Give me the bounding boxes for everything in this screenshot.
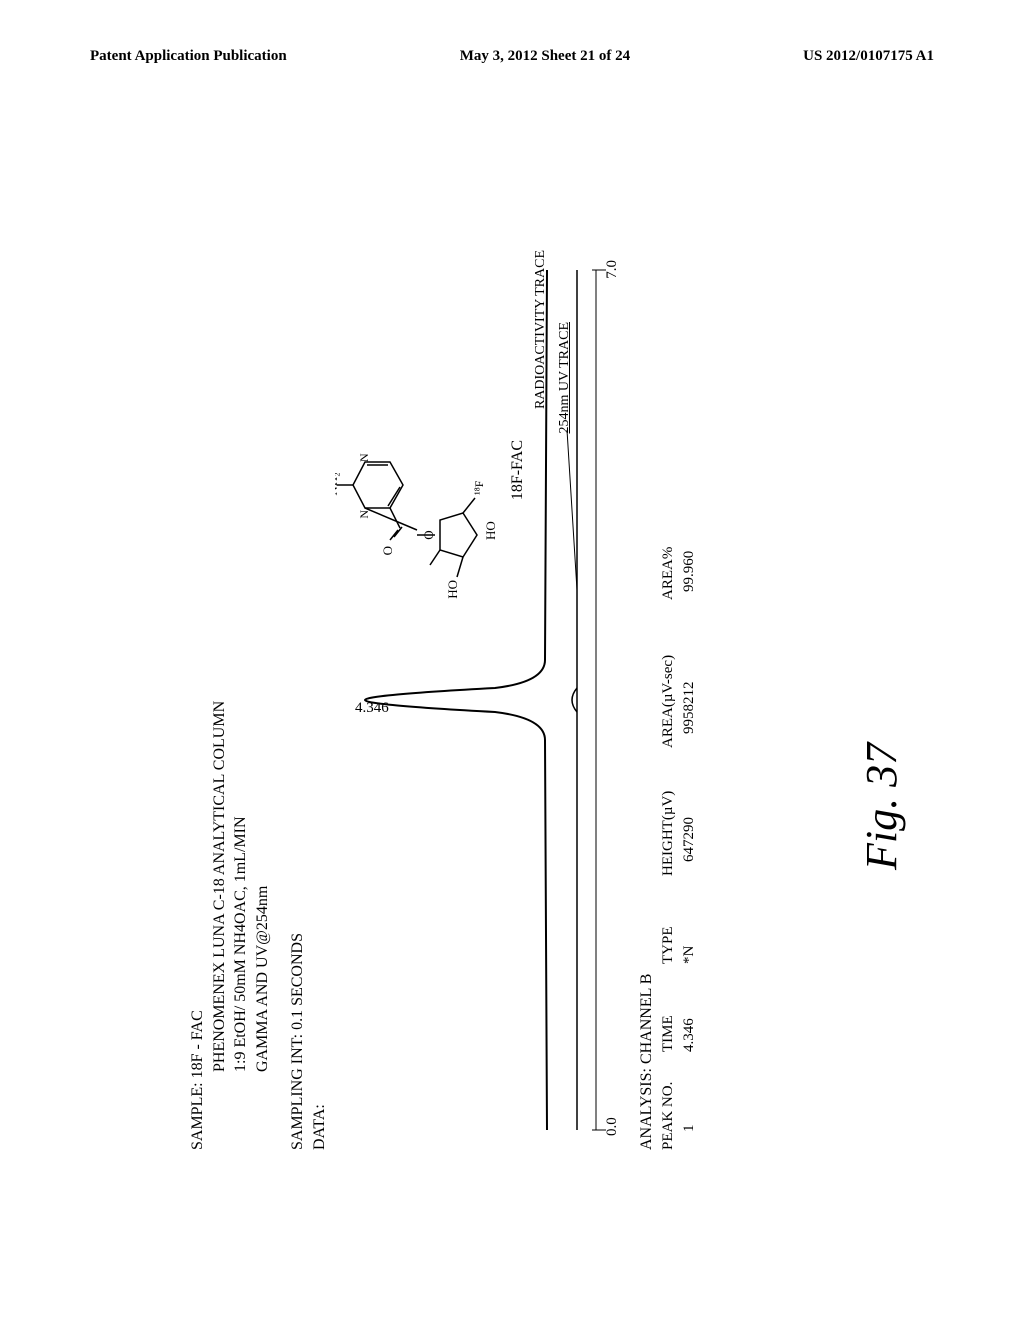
- sugar-ring: [440, 513, 477, 557]
- cell-type: *N: [681, 884, 698, 964]
- cell-peakno: 1: [681, 1060, 698, 1150]
- figure-label: Fig. 37: [856, 743, 907, 870]
- peak-table: PEAK NO. TIME TYPE HEIGHT(µV) AREA(µV-se…: [660, 250, 698, 1150]
- sampling-info: SAMPLING INT: 0.1 SECONDS DATA:: [287, 250, 330, 1150]
- uv-label-connector: [567, 430, 577, 590]
- radioactivity-peak: [365, 270, 547, 1130]
- mol-ho1: HO: [445, 580, 460, 599]
- sample-name: 18F - FAC: [189, 1010, 206, 1078]
- col-areapct: AREA%: [660, 500, 677, 600]
- mol-n1: N: [357, 453, 371, 462]
- molecule-caption: 18F-FAC: [509, 440, 527, 500]
- cell-time: 4.346: [681, 972, 698, 1052]
- sample-line-1: PHENOMENEX LUNA C-18 ANALYTICAL COLUMN: [209, 250, 231, 1072]
- sampling-interval: SAMPLING INT: 0.1 SECONDS: [287, 250, 309, 1150]
- x-axis: 0.0 7.0: [592, 250, 634, 1150]
- mol-n2: N: [357, 510, 371, 519]
- axis-max: 7.0: [604, 260, 621, 279]
- col-peakno: PEAK NO.: [660, 1060, 677, 1150]
- chart-svg: [335, 250, 590, 1150]
- analysis-title: ANALYSIS: CHANNEL B: [638, 250, 656, 1150]
- mol-o1: O: [380, 546, 395, 555]
- sample-line-2: 1:9 EtOH/ 50mM NH4OAC, 1mL/MIN: [230, 250, 252, 1072]
- molecule-svg: NH₂ N N O O ¹⁸F HO HO: [335, 420, 500, 610]
- col-time: TIME: [660, 972, 677, 1052]
- uv-trace-label: 254nm UV TRACE: [557, 322, 573, 434]
- cell-height: 647290: [681, 756, 698, 876]
- sample-info: SAMPLE: 18F - FAC PHENOMENEX LUNA C-18 A…: [187, 250, 273, 1150]
- sample-line-3: GAMMA AND UV@254nm: [252, 250, 274, 1072]
- pyrimidine-ring: [353, 462, 403, 508]
- header-right: US 2012/0107175 A1: [803, 48, 934, 65]
- molecule-structure: NH₂ N N O O ¹⁸F HO HO: [335, 420, 500, 610]
- mol-o2: O: [421, 530, 436, 539]
- col-area: AREA(µV-sec): [660, 608, 677, 748]
- axis-svg: [592, 250, 632, 1150]
- header-left: Patent Application Publication: [90, 48, 287, 65]
- mol-18f: ¹⁸F: [472, 480, 486, 495]
- header-center: May 3, 2012 Sheet 21 of 24: [460, 48, 630, 65]
- cell-areapct: 99.960: [681, 500, 698, 600]
- col-height: HEIGHT(µV): [660, 756, 677, 876]
- radioactivity-trace-label: RADIOACTIVITY TRACE: [533, 250, 549, 409]
- mol-nh2: NH₂: [335, 472, 340, 495]
- sampling-data: DATA:: [309, 250, 331, 1150]
- sample-line-0: SAMPLE: 18F - FAC: [187, 250, 209, 1150]
- cell-area: 9958212: [681, 608, 698, 748]
- sample-label: SAMPLE:: [189, 1082, 206, 1150]
- rotated-content: SAMPLE: 18F - FAC PHENOMENEX LUNA C-18 A…: [187, 250, 837, 1150]
- col-type: TYPE: [660, 884, 677, 964]
- chromatogram-chart: 4.346: [335, 250, 590, 1150]
- axis-min: 0.0: [604, 1117, 621, 1136]
- page-header: Patent Application Publication May 3, 20…: [0, 0, 1024, 65]
- mol-ho2: HO: [483, 521, 498, 540]
